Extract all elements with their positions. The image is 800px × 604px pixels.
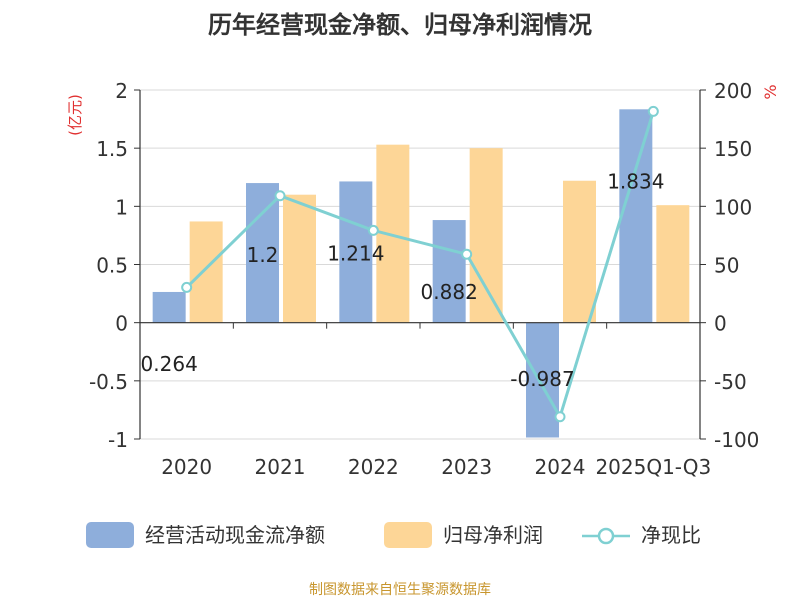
point-ratio (461, 248, 473, 260)
point-ratio (181, 281, 193, 293)
bar-cashflow (152, 291, 186, 323)
right-axis-unit: % (761, 84, 780, 99)
point-ratio (274, 190, 286, 202)
x-tick-label: 2021 (255, 455, 306, 479)
bar-series (152, 109, 690, 438)
source-note: 制图数据来自恒生聚源数据库 (309, 582, 491, 598)
legend-item-profit[interactable]: 归母净利润 (384, 522, 543, 548)
x-tick-label: 2024 (535, 455, 586, 479)
left-tick-label: 1 (115, 195, 128, 219)
legend-marker-ratio (597, 527, 615, 545)
line-ratio (185, 110, 655, 421)
left-tick-label: 2 (115, 79, 128, 103)
bar-profit (469, 148, 503, 323)
point-ratio (647, 105, 659, 117)
chart-title: 历年经营现金净额、归母净利润情况 (208, 11, 592, 39)
data-label-cashflow: 0.882 (421, 280, 478, 304)
data-label-cashflow: 0.264 (141, 352, 198, 376)
axes: -1 -0.5 0 0.5 1 1.5 2 -100 -50 0 50 100 150 200 2020 20… (89, 79, 759, 479)
bar-cashflow (526, 322, 559, 438)
legend: 经营活动现金流净额 归母净利润 净现比 (86, 522, 701, 548)
bar-profit (189, 221, 223, 323)
bar-profit (283, 194, 316, 323)
right-tick-label: 200 (714, 79, 752, 103)
legend-label-cashflow: 经营活动现金流净额 (145, 523, 325, 547)
data-label-cashflow: 1.2 (247, 243, 279, 267)
legend-item-cashflow[interactable]: 经营活动现金流净额 (86, 522, 325, 548)
point-ratio (367, 224, 379, 236)
legend-swatch-cashflow (86, 522, 134, 548)
left-axis-unit: (亿元) (66, 94, 84, 136)
right-tick-label: 100 (714, 195, 752, 219)
legend-swatch-profit (384, 522, 432, 548)
right-tick-label: 150 (714, 137, 752, 161)
bar-profit (656, 205, 690, 323)
legend-label-ratio: 净现比 (641, 523, 701, 547)
data-label-cashflow: 1.214 (327, 241, 384, 265)
bar-cashflow (339, 181, 373, 323)
right-tick-label: 0 (714, 312, 727, 336)
legend-item-ratio[interactable]: 净现比 (582, 523, 701, 547)
left-tick-label: 0.5 (96, 254, 128, 278)
grid-lines (140, 89, 700, 440)
left-tick-label: -1 (108, 428, 128, 452)
bar-cashflow (432, 220, 466, 323)
left-tick-label: 0 (115, 312, 128, 336)
line-series (181, 105, 659, 423)
bar-profit (563, 180, 596, 323)
bar-cashflow (619, 109, 653, 323)
right-tick-label: 50 (714, 254, 739, 278)
x-tick-label: 2023 (441, 455, 492, 479)
data-label-cashflow: -0.987 (510, 367, 574, 391)
left-tick-label: 1.5 (96, 137, 128, 161)
right-tick-label: -100 (714, 428, 759, 452)
left-tick-label: -0.5 (89, 370, 128, 394)
data-labels: 0.264 1.2 1.214 0.882 -0.987 1.834 (141, 169, 665, 391)
right-tick-label: -50 (714, 370, 747, 394)
x-tick-label: 2020 (161, 455, 212, 479)
point-ratio (554, 411, 566, 423)
bar-cashflow (246, 183, 279, 323)
x-tick-label: 2022 (348, 455, 399, 479)
legend-label-profit: 归母净利润 (443, 523, 543, 547)
data-label-cashflow: 1.834 (607, 169, 664, 193)
x-tick-label: 2025Q1-Q3 (595, 455, 711, 479)
